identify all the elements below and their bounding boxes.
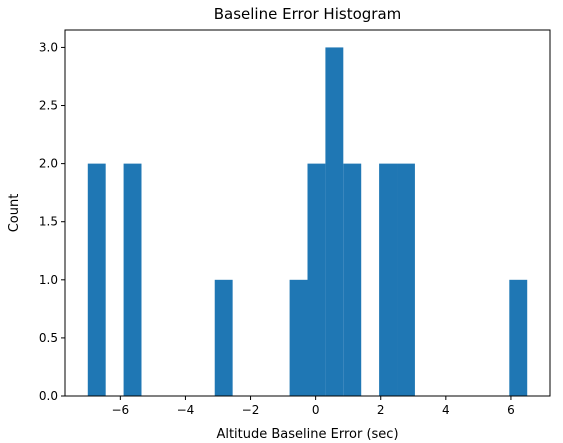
y-tick-label-1: 0.5: [39, 331, 58, 345]
histogram-bar-0: [87, 163, 106, 396]
plot-frame: [64, 29, 551, 397]
chart-title: Baseline Error Histogram: [214, 5, 402, 23]
x-tick-label-3: 0: [312, 403, 320, 417]
histogram-bar-7: [379, 163, 398, 396]
x-tick-label-4: 2: [377, 403, 385, 417]
histogram-bar-9: [509, 279, 528, 396]
bars-group: [87, 47, 528, 397]
y-tick-label-2: 1.0: [39, 273, 58, 287]
x-tick-label-5: 4: [442, 403, 450, 417]
histogram-bar-4: [307, 163, 326, 396]
y-tick-label-3: 1.5: [39, 215, 58, 229]
y-tick-label-6: 3.0: [39, 40, 58, 54]
histogram-bar-6: [343, 163, 362, 396]
y-tick-label-5: 2.5: [39, 99, 58, 113]
histogram-bar-8: [397, 163, 415, 396]
histogram-bar-2: [214, 279, 233, 396]
y-tick-label-4: 2.0: [39, 157, 58, 171]
y-tick-label-0: 0.0: [39, 389, 58, 403]
x-tick-label-2: −2: [242, 403, 260, 417]
y-axis-ticks: 0.0 0.5 1.0 1.5 2.0 2.5 3.0: [39, 40, 65, 403]
y-axis-label: Count: [7, 194, 22, 233]
x-tick-label-1: −4: [177, 403, 195, 417]
x-tick-label-0: −6: [111, 403, 129, 417]
histogram-bar-5: [325, 47, 344, 397]
x-axis-label: Altitude Baseline Error (sec): [216, 427, 398, 442]
histogram-bar-3: [289, 279, 308, 396]
histogram-bar-1: [123, 163, 142, 396]
x-axis-ticks: −6 −4 −2 0 2 4 6: [111, 396, 515, 417]
x-tick-label-6: 6: [507, 403, 515, 417]
